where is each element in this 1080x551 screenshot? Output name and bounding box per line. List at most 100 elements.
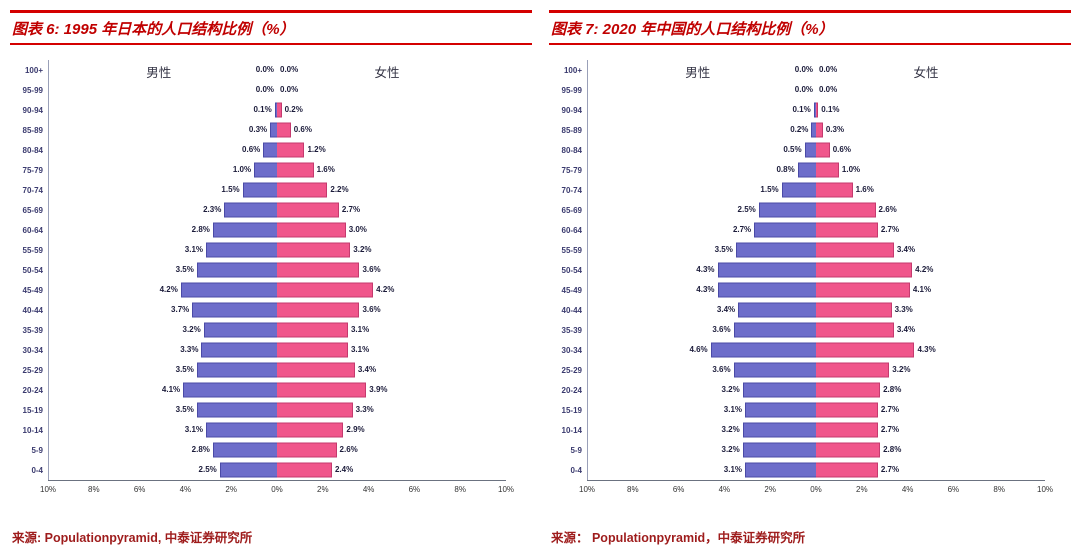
pyramid-row: 80-84 0.5% 0.6%: [549, 140, 1045, 160]
chart-title: 图表 6: 1995 年日本的人口结构比例（%）: [12, 21, 295, 38]
female-value-label: 0.0%: [819, 85, 838, 94]
pyramid-row: 90-94 0.1% 0.1%: [549, 100, 1045, 120]
male-bar: [742, 382, 816, 398]
male-value-label: 3.6%: [712, 365, 731, 374]
female-bar: [816, 222, 878, 238]
pyramid-row: 30-34 4.6% 4.3%: [549, 340, 1045, 360]
y-axis-line: [587, 60, 588, 480]
male-bar: [196, 362, 277, 378]
age-group-label: 55-59: [22, 245, 43, 255]
female-value-label: 1.2%: [307, 145, 326, 154]
male-value-label: 2.8%: [191, 225, 210, 234]
female-value-label: 2.4%: [334, 465, 354, 474]
pyramid-row: 10-14 3.2% 2.7%: [549, 420, 1045, 440]
pyramid-row: 0-4 2.5% 2.4%: [10, 460, 506, 480]
male-value-label: 3.1%: [723, 465, 743, 474]
female-value-label: 3.6%: [362, 305, 381, 314]
age-group-label: 100+: [563, 65, 582, 75]
female-value-label: 0.0%: [819, 65, 838, 74]
age-group-label: 10-14: [561, 425, 582, 435]
age-group-label: 65-69: [22, 205, 43, 215]
y-axis-line: [48, 60, 49, 480]
age-group-label: 90-94: [561, 105, 582, 115]
female-bar: [277, 202, 339, 218]
age-group-label: 35-39: [561, 325, 582, 335]
age-group-label: 45-49: [22, 285, 43, 295]
female-bar: [277, 442, 337, 458]
male-bar: [717, 282, 816, 298]
bar-track: 1.5% 1.6%: [587, 180, 1045, 200]
male-bar: [224, 202, 277, 218]
age-group-label: 30-34: [22, 345, 43, 355]
x-axis-tick-label: 4%: [901, 485, 914, 494]
female-bar: [816, 162, 839, 178]
male-legend-label: 男性: [685, 66, 711, 80]
female-bar: [816, 322, 894, 338]
male-value-label: 3.6%: [712, 325, 731, 334]
age-group-label: 65-69: [561, 205, 582, 215]
age-group-label: 85-89: [561, 125, 582, 135]
pyramid-row: 15-19 3.1% 2.7%: [549, 400, 1045, 420]
male-value-label: 0.1%: [253, 105, 272, 114]
age-group-label: 5-9: [31, 445, 43, 455]
pyramid-row: 60-64 2.7% 2.7%: [549, 220, 1045, 240]
age-group-label: 30-34: [561, 345, 582, 355]
male-bar: [212, 222, 277, 238]
male-bar: [201, 342, 277, 358]
female-bar: [816, 102, 819, 118]
bar-track: 2.5% 2.6%: [587, 200, 1045, 220]
female-value-label: 3.2%: [892, 365, 911, 374]
female-value-label: 0.2%: [284, 105, 303, 114]
female-value-label: 3.6%: [362, 265, 381, 274]
x-axis-tick-label: 8%: [454, 485, 466, 494]
male-bar: [742, 422, 816, 438]
chart-title: 图表 7: 2020 年中国的人口结构比例（%）: [551, 21, 834, 38]
male-value-label: 1.0%: [232, 165, 252, 174]
female-value-label: 1.0%: [841, 165, 861, 174]
age-group-label: 40-44: [22, 305, 43, 315]
bar-track: 0.8% 1.0%: [587, 160, 1045, 180]
age-group-label: 45-49: [561, 285, 582, 295]
female-value-label: 3.1%: [350, 325, 370, 334]
male-bar: [804, 142, 816, 158]
male-value-label: 0.0%: [255, 65, 274, 74]
bar-track: 3.1% 2.7%: [587, 400, 1045, 420]
bar-track: 3.5% 3.6%: [48, 260, 506, 280]
age-group-label: 50-54: [561, 265, 582, 275]
male-bar: [203, 322, 277, 338]
age-group-label: 0-4: [31, 465, 43, 475]
female-bar: [816, 362, 890, 378]
x-axis-tick-label: 10%: [39, 485, 57, 494]
female-value-label: 0.3%: [825, 125, 845, 134]
male-value-label: 4.2%: [159, 285, 178, 294]
age-group-label: 70-74: [561, 185, 582, 195]
male-bar: [717, 262, 816, 278]
male-value-label: 0.0%: [794, 65, 813, 74]
male-bar: [192, 302, 277, 318]
male-value-label: 3.2%: [721, 425, 740, 434]
female-bar: [277, 382, 367, 398]
pyramid-row: 85-89 0.3% 0.6%: [10, 120, 506, 140]
pyramid-row: 40-44 3.4% 3.3%: [549, 300, 1045, 320]
male-value-label: 0.2%: [790, 125, 809, 134]
age-group-label: 20-24: [561, 385, 582, 395]
male-bar: [196, 262, 277, 278]
age-group-label: 15-19: [22, 405, 43, 415]
pyramid-rows: 100+ 0.0% 0.0% 95-99 0.0% 0.0% 90-94 0.1% 0.1% 85…: [549, 60, 1045, 480]
pyramid-row: 45-49 4.2% 4.2%: [10, 280, 506, 300]
bar-track: 3.3% 3.1%: [48, 340, 506, 360]
male-value-label: 4.3%: [696, 265, 715, 274]
age-group-label: 80-84: [561, 145, 582, 155]
bar-track: 3.6% 3.4%: [587, 320, 1045, 340]
x-axis-tick-label: 4%: [718, 485, 731, 494]
male-value-label: 3.7%: [171, 305, 190, 314]
female-value-label: 3.4%: [896, 325, 916, 334]
x-axis-tick-label: 0%: [271, 485, 283, 494]
male-bar: [811, 122, 816, 138]
pyramid-row: 25-29 3.6% 3.2%: [549, 360, 1045, 380]
female-bar: [277, 402, 353, 418]
age-group-label: 15-19: [561, 405, 582, 415]
female-bar: [277, 222, 346, 238]
female-value-label: 4.3%: [917, 345, 936, 354]
female-bar: [277, 122, 291, 138]
